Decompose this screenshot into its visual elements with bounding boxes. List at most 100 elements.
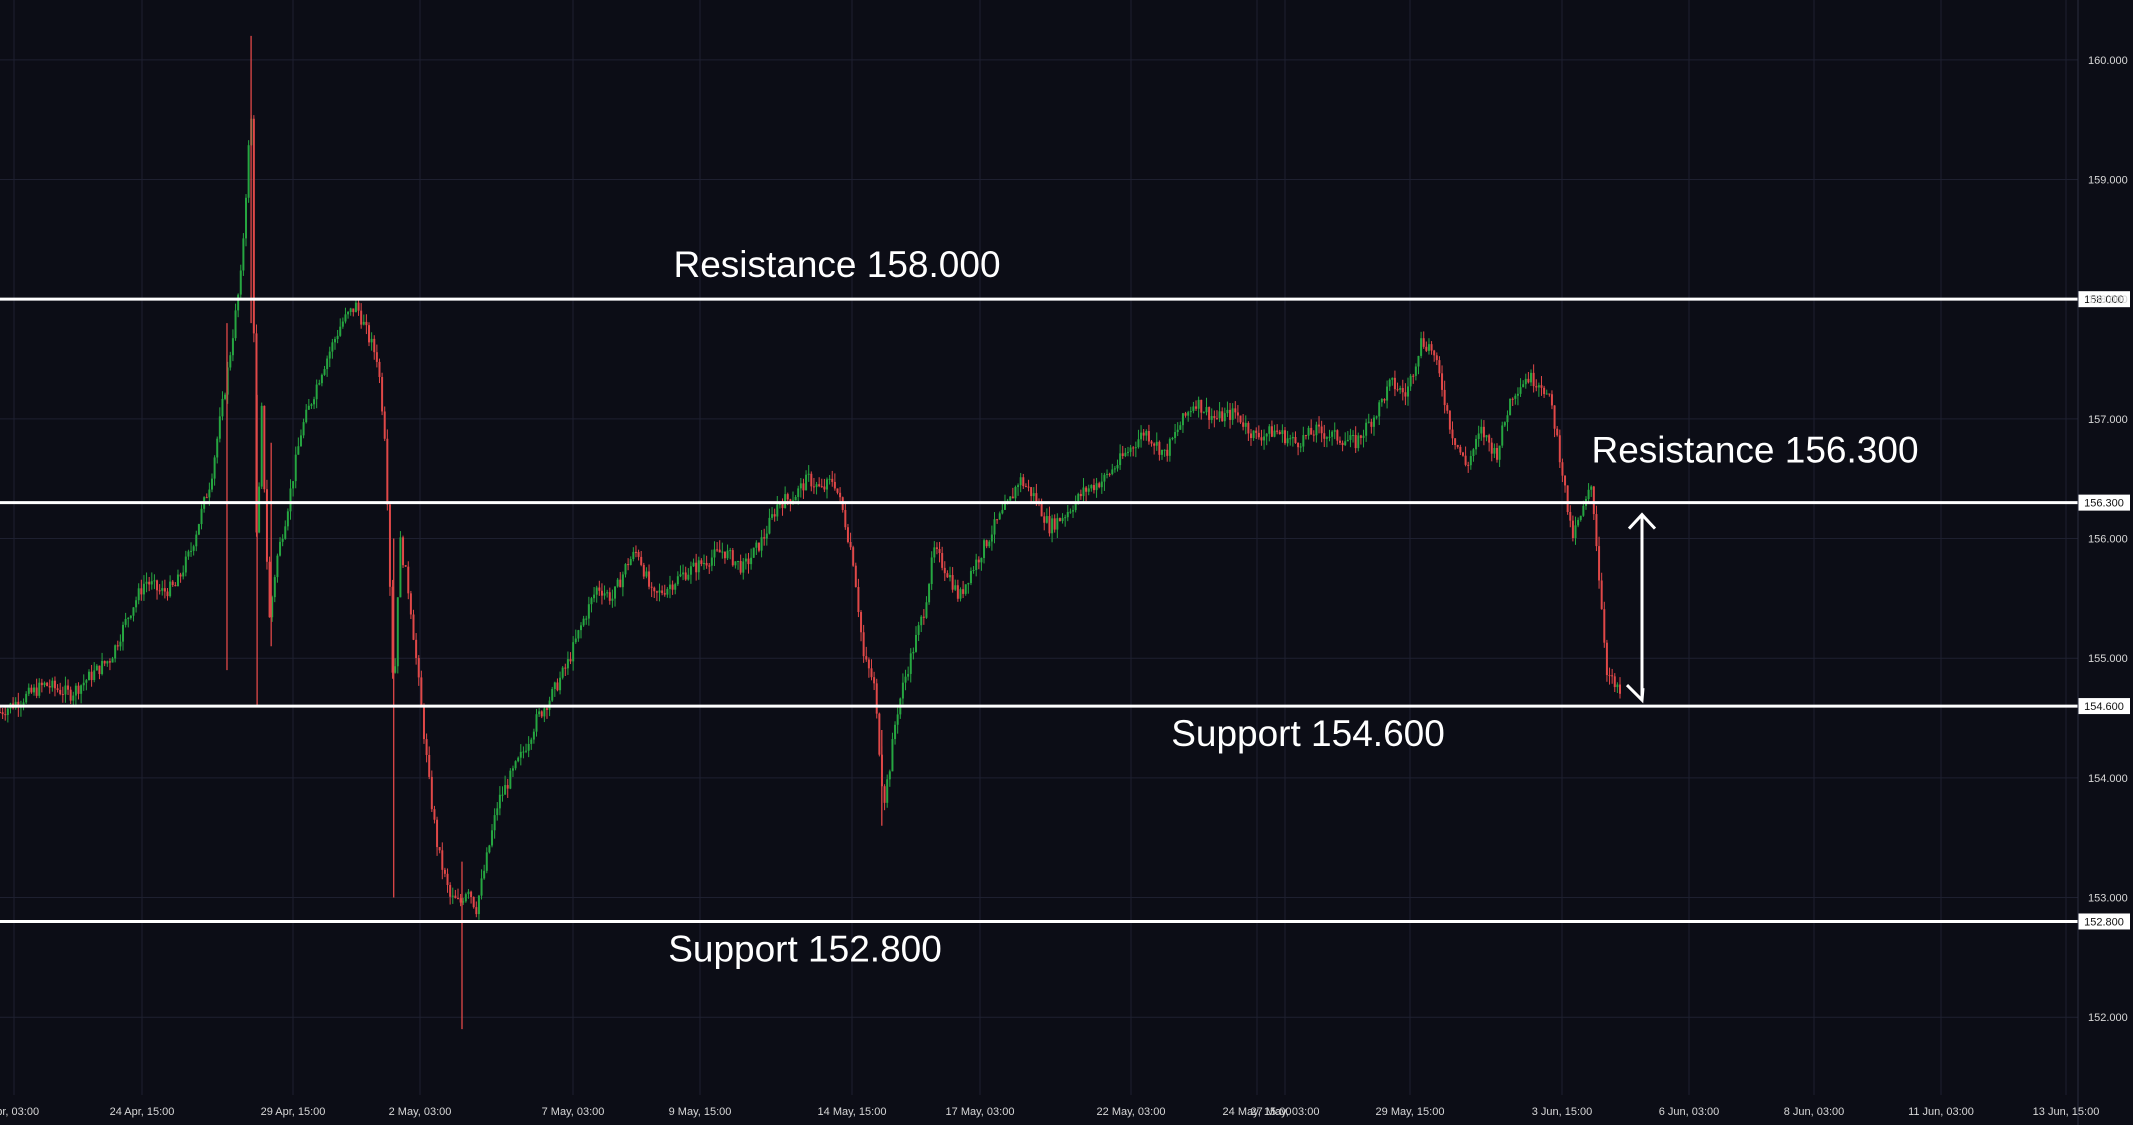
candle-body	[1516, 393, 1519, 396]
candle-body	[1043, 516, 1046, 523]
candle-body	[331, 342, 334, 352]
candle-body	[1527, 378, 1530, 383]
candle-body	[1506, 415, 1509, 423]
candle-body	[1595, 514, 1598, 547]
candle-body	[1263, 436, 1266, 441]
candle-body	[1464, 455, 1467, 465]
candle-body	[239, 270, 242, 295]
candle-body	[904, 676, 907, 683]
candle-body	[428, 754, 431, 777]
candle-body	[1085, 487, 1088, 492]
candle-body	[519, 751, 522, 758]
candle-body	[1352, 434, 1355, 436]
candle-body	[969, 570, 972, 584]
candle-body	[627, 564, 630, 566]
candle-body	[1553, 405, 1556, 429]
candle-body	[797, 488, 800, 497]
candle-body	[621, 574, 624, 588]
candle-body	[1286, 438, 1289, 444]
candle-body	[666, 588, 669, 595]
candle-body	[710, 557, 713, 566]
candle-body	[1090, 485, 1093, 489]
candle-body	[755, 542, 758, 548]
candle-body	[72, 695, 75, 701]
candle-body	[1543, 387, 1546, 395]
candle-body	[553, 682, 556, 690]
candle-body	[258, 486, 261, 533]
candle-body	[1009, 496, 1012, 501]
candle-body	[506, 785, 509, 789]
candle-body	[671, 584, 674, 590]
candle-body	[1001, 509, 1004, 514]
candle-body	[1030, 487, 1033, 497]
price-axis[interactable]: 152.000 153.000 154.000 155.000 156.000 157.0…	[2088, 55, 2128, 1024]
candle-body	[1168, 439, 1171, 456]
candle-body	[1577, 519, 1580, 526]
candle-body	[1461, 452, 1464, 456]
candle-body	[844, 509, 847, 528]
candle-body	[1430, 344, 1433, 351]
candle-body	[333, 339, 336, 343]
candle-body	[582, 618, 585, 626]
candle-body	[1051, 518, 1054, 534]
candle-body	[85, 680, 88, 683]
candle-body	[645, 571, 648, 577]
candle-body	[336, 335, 339, 340]
candle-body	[412, 614, 415, 640]
candle-body	[1155, 441, 1158, 446]
candle-body	[462, 901, 465, 903]
candle-body	[51, 680, 54, 688]
candle-body	[917, 625, 920, 635]
candle-body	[1328, 436, 1331, 438]
candle-body	[750, 557, 753, 565]
candle-body	[190, 550, 193, 552]
candles	[0, 35, 1621, 1030]
candle-body	[1072, 510, 1075, 512]
candle-body	[1404, 392, 1407, 397]
candle-body	[655, 591, 658, 593]
candle-body	[883, 786, 886, 803]
candle-body	[752, 547, 755, 558]
grid	[0, 0, 2078, 1095]
candle-body	[1294, 436, 1297, 443]
candle-body	[608, 592, 611, 601]
candle-body	[744, 558, 747, 562]
candle-body	[888, 771, 891, 780]
candle-body	[135, 600, 138, 608]
candle-body	[1475, 438, 1478, 450]
candle-body	[1451, 429, 1454, 439]
candle-body	[988, 541, 991, 547]
candle-body	[69, 689, 72, 701]
time-axis[interactable]: Apr, 03:00 24 Apr, 15:00 29 Apr, 15:00 2 Ma…	[0, 1106, 2099, 1118]
candle-body	[875, 683, 878, 714]
candle-body	[729, 550, 732, 552]
candle-body	[1456, 444, 1459, 447]
candle-body	[1234, 408, 1237, 413]
candle-body	[464, 894, 467, 902]
candle-body	[1187, 412, 1190, 416]
candle-body	[1069, 511, 1072, 513]
candle-body	[778, 503, 781, 505]
candle-body	[158, 590, 161, 592]
x-tick-label: 7 May, 03:00	[542, 1106, 605, 1118]
candle-body	[807, 473, 810, 475]
candle-body	[886, 779, 889, 803]
candle-body	[1270, 426, 1273, 437]
candle-body	[514, 761, 517, 769]
candle-body	[409, 593, 412, 615]
candle-body	[1357, 435, 1360, 449]
candle-body	[4, 714, 7, 716]
x-tick-label: 9 May, 15:00	[669, 1106, 732, 1118]
candle-body	[574, 638, 577, 643]
candle-body	[93, 670, 96, 681]
candle-body	[1, 712, 4, 715]
candle-body	[1179, 425, 1182, 430]
candle-body	[1386, 386, 1389, 401]
candle-body	[1325, 437, 1328, 439]
candle-body	[585, 618, 588, 620]
candle-body	[150, 581, 153, 585]
candle-body	[1467, 464, 1470, 466]
candle-body	[511, 768, 514, 771]
